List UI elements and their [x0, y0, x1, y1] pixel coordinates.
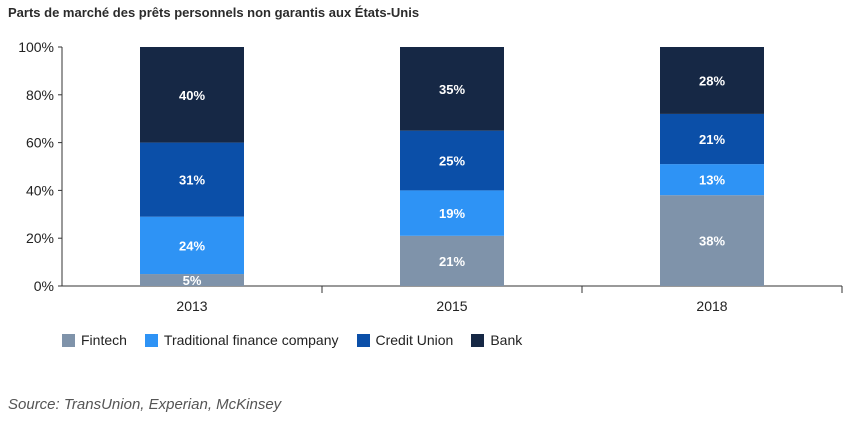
legend-swatch-credit-union	[356, 333, 370, 347]
legend-label-credit-union: Credit Union	[375, 332, 454, 348]
y-tick-label: 0%	[34, 278, 54, 294]
data-label: 19%	[439, 206, 465, 221]
chart-title: Parts de marché des prêts personnels non…	[8, 5, 420, 20]
y-tick-label: 40%	[26, 182, 54, 198]
bar-segment-fintech-2015	[400, 235, 504, 286]
chart-legend: Fintech Traditional finance company Cred…	[62, 332, 522, 348]
legend-item-traditional-finance: Traditional finance company	[144, 332, 339, 348]
bar-segment-credit-union-2013	[140, 142, 244, 217]
data-label: 5%	[183, 273, 202, 288]
bar-segment-bank-2013	[140, 47, 244, 143]
legend-label-traditional-finance: Traditional finance company	[163, 332, 339, 348]
bar-segment-bank-2015	[400, 47, 504, 131]
legend-label-bank: Bank	[490, 332, 523, 348]
legend-label-fintech: Fintech	[81, 332, 127, 348]
bar-segment-fintech-2018	[660, 195, 764, 286]
bar-segment-traditional-finance-company-2013	[140, 216, 244, 275]
bar-segment-credit-union-2018	[660, 113, 764, 165]
x-tick-label: 2018	[696, 298, 727, 314]
y-tick-label: 100%	[18, 39, 54, 55]
bar-segment-bank-2018	[660, 47, 764, 114]
legend-swatch-traditional-finance	[144, 333, 158, 347]
data-label: 38%	[699, 234, 725, 249]
bar-segment-traditional-finance-company-2015	[400, 190, 504, 236]
y-tick-label: 20%	[26, 230, 54, 246]
legend-swatch-fintech	[62, 333, 75, 347]
bar-segment-fintech-2013	[140, 274, 244, 286]
data-label: 21%	[439, 254, 465, 269]
data-label: 21%	[699, 132, 725, 147]
bar-segment-traditional-finance-company-2018	[660, 164, 764, 196]
data-label: 13%	[699, 173, 725, 188]
stacked-bar-chart: 0% 20% 40% 60% 80% 100% 5% 24% 31% 40% 2013 21% 19% 2…	[18, 39, 843, 314]
x-tick-label: 2015	[436, 298, 467, 314]
legend-swatch-bank	[471, 333, 485, 347]
data-label: 31%	[179, 173, 205, 188]
data-label: 40%	[179, 88, 205, 103]
data-label: 28%	[699, 73, 725, 88]
y-tick-label: 60%	[26, 135, 54, 151]
source-note: Source: TransUnion, Experian, McKinsey	[8, 396, 282, 413]
data-label: 25%	[439, 154, 465, 169]
bar-segment-credit-union-2015	[400, 130, 504, 191]
y-tick-label: 80%	[26, 87, 54, 103]
legend-item-fintech: Fintech	[62, 332, 127, 348]
legend-item-credit-union: Credit Union	[356, 332, 454, 348]
data-label: 35%	[439, 82, 465, 97]
data-label: 24%	[179, 238, 205, 253]
x-tick-label: 2013	[176, 298, 207, 314]
legend-item-bank: Bank	[471, 332, 522, 348]
